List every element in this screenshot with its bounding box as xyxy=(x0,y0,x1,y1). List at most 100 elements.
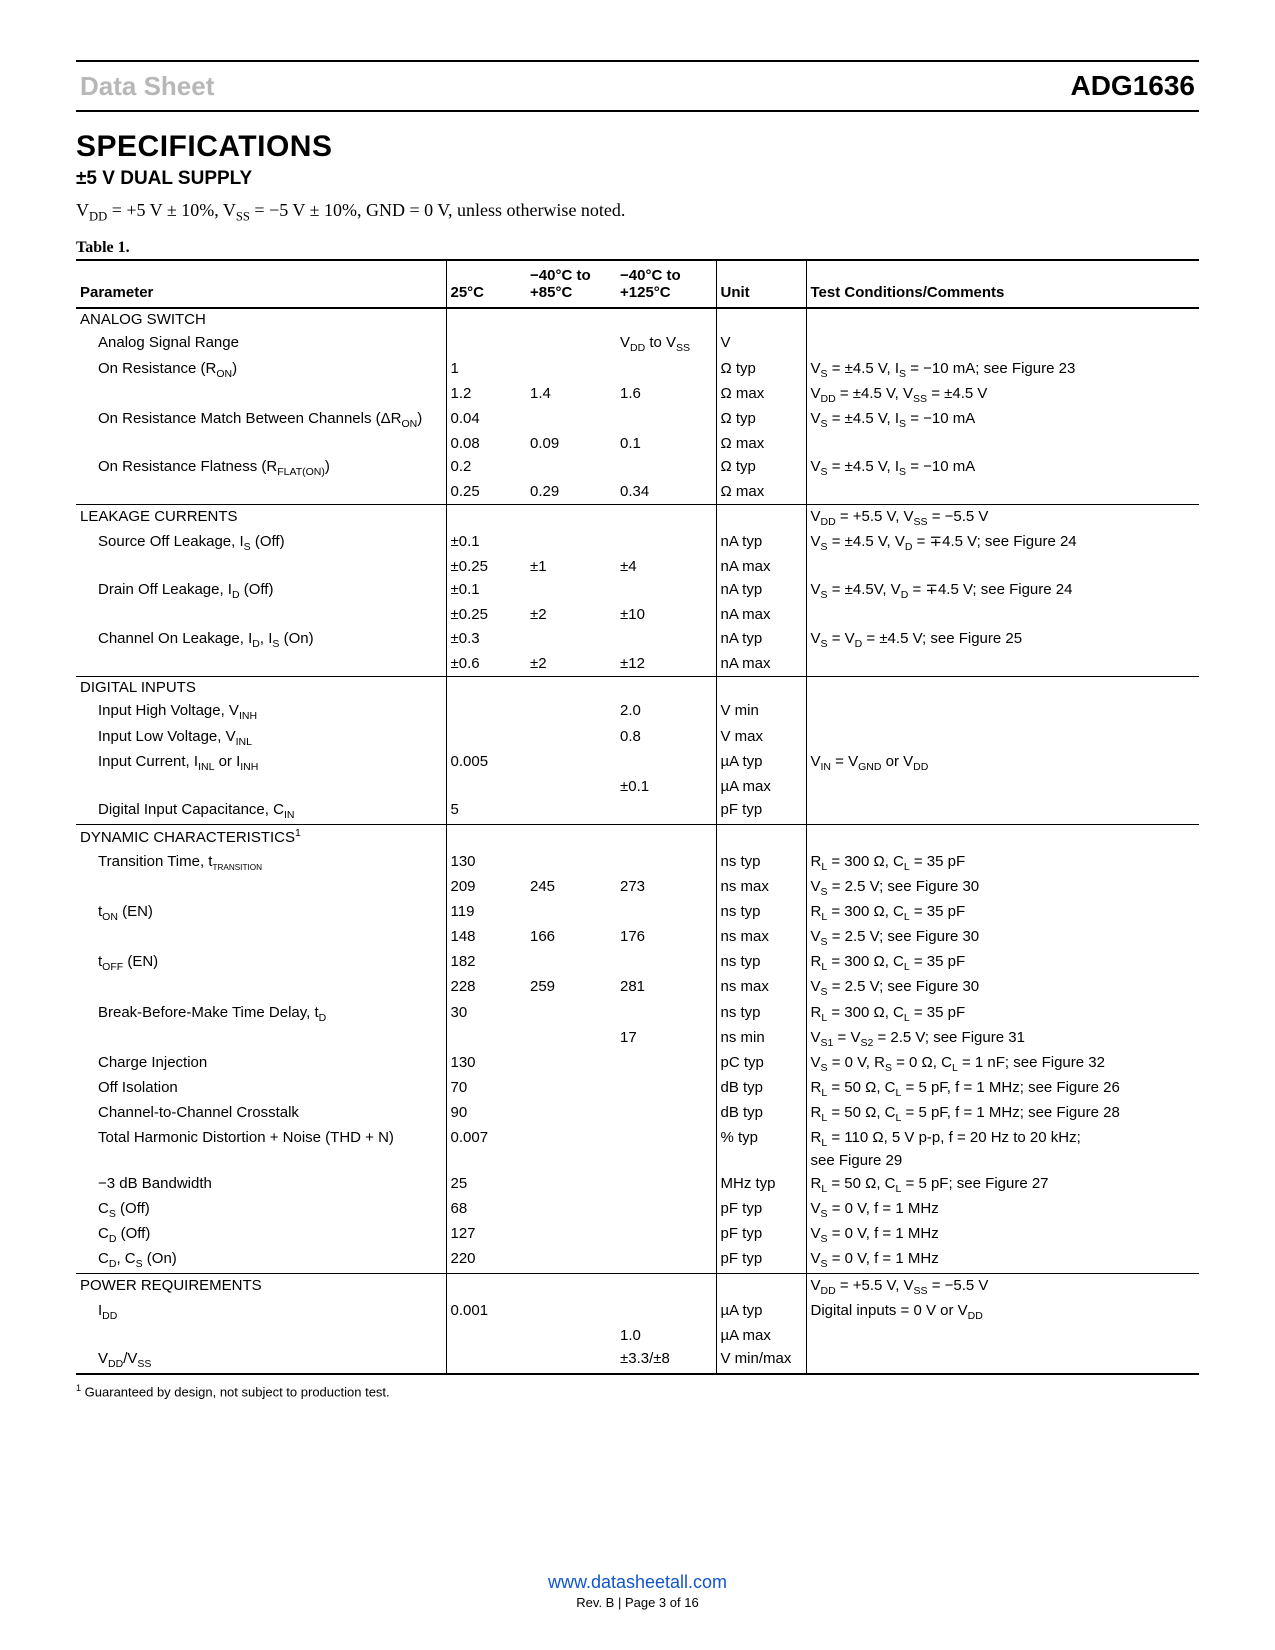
cell: CS (Off) xyxy=(76,1198,446,1223)
cell: ±0.25 xyxy=(446,556,526,579)
cell: ±2 xyxy=(526,652,616,676)
table-row: 1.21.41.6Ω maxVDD = ±4.5 V, VSS = ±4.5 V xyxy=(76,382,1199,407)
table-row: −3 dB Bandwidth25MHz typRL = 50 Ω, CL = … xyxy=(76,1172,1199,1197)
cell: 182 xyxy=(446,951,526,976)
cell xyxy=(526,505,616,531)
cell: 0.001 xyxy=(446,1299,526,1324)
cell: VS = 0 V, f = 1 MHz xyxy=(806,1248,1199,1274)
cell: 70 xyxy=(446,1077,526,1102)
cell xyxy=(76,775,446,798)
cell xyxy=(616,900,716,925)
cell: RL = 50 Ω, CL = 5 pF, f = 1 MHz; see Fig… xyxy=(806,1077,1199,1102)
cell xyxy=(76,382,446,407)
cell: ±0.6 xyxy=(446,652,526,676)
cell xyxy=(446,700,526,725)
cell xyxy=(806,725,1199,750)
table-row: On Resistance Match Between Channels (ΔR… xyxy=(76,407,1199,432)
cell: nA max xyxy=(716,556,806,579)
cell: VS = 2.5 V; see Figure 30 xyxy=(806,926,1199,951)
table-row: Channel On Leakage, ID, IS (On)±0.3nA ty… xyxy=(76,627,1199,652)
cell: Ω max xyxy=(716,433,806,456)
cell: On Resistance Match Between Channels (ΔR… xyxy=(76,407,446,432)
cell: tOFF (EN) xyxy=(76,951,446,976)
cell xyxy=(446,505,526,531)
cell: 0.04 xyxy=(446,407,526,432)
cell xyxy=(526,1102,616,1127)
cell xyxy=(446,308,526,332)
cell xyxy=(446,332,526,357)
cell xyxy=(526,824,616,850)
cell: ns typ xyxy=(716,1001,806,1026)
cell xyxy=(526,799,616,825)
table-row: 148166176ns maxVS = 2.5 V; see Figure 30 xyxy=(76,926,1199,951)
cell: RL = 50 Ω, CL = 5 pF, f = 1 MHz; see Fig… xyxy=(806,1102,1199,1127)
cell: RL = 110 Ω, 5 V p-p, f = 20 Hz to 20 kHz… xyxy=(806,1127,1199,1172)
cell xyxy=(76,976,446,1001)
table-row: ±0.6±2±12nA max xyxy=(76,652,1199,676)
cell: VS1 = VS2 = 2.5 V; see Figure 31 xyxy=(806,1026,1199,1051)
cell xyxy=(446,1026,526,1051)
cell xyxy=(446,1348,526,1374)
cell: 0.005 xyxy=(446,750,526,775)
cell: 1.0 xyxy=(616,1324,716,1347)
cell xyxy=(616,456,716,481)
cell xyxy=(616,1248,716,1274)
col-parameter: Parameter xyxy=(76,260,446,308)
cell xyxy=(806,332,1199,357)
cell xyxy=(446,676,526,700)
cell: 68 xyxy=(446,1198,526,1223)
footer-link[interactable]: www.datasheetall.com xyxy=(548,1572,727,1592)
cell xyxy=(806,481,1199,505)
cell: Ω typ xyxy=(716,357,806,382)
cell: ±1 xyxy=(526,556,616,579)
cell xyxy=(616,1223,716,1248)
cell xyxy=(76,926,446,951)
table-row: IDD0.001µA typDigital inputs = 0 V or VD… xyxy=(76,1299,1199,1324)
cell: Ω typ xyxy=(716,456,806,481)
cell: VS = 0 V, f = 1 MHz xyxy=(806,1223,1199,1248)
cell: ns typ xyxy=(716,850,806,875)
table-row: ±0.1µA max xyxy=(76,775,1199,798)
cell xyxy=(716,824,806,850)
cell: 0.007 xyxy=(446,1127,526,1172)
cell: ±10 xyxy=(616,604,716,627)
cell xyxy=(616,530,716,555)
cell xyxy=(76,875,446,900)
cell: POWER REQUIREMENTS xyxy=(76,1274,446,1300)
col-25c: 25°C xyxy=(446,260,526,308)
cell: % typ xyxy=(716,1127,806,1172)
table-row: Transition Time, tTRANSITION130ns typRL … xyxy=(76,850,1199,875)
cell: ±0.1 xyxy=(616,775,716,798)
footer-pageinfo: Rev. B | Page 3 of 16 xyxy=(0,1595,1275,1610)
col-85c: −40°C to+85°C xyxy=(526,260,616,308)
cell xyxy=(526,1348,616,1374)
table-caption: Table 1. xyxy=(76,239,1199,257)
table-row: Analog Signal RangeVDD to VSSV xyxy=(76,332,1199,357)
cell: 1.4 xyxy=(526,382,616,407)
table-row: CD (Off)127pF typVS = 0 V, f = 1 MHz xyxy=(76,1223,1199,1248)
cell: RL = 300 Ω, CL = 35 pF xyxy=(806,900,1199,925)
cell: 30 xyxy=(446,1001,526,1026)
cell: VS = ±4.5 V, IS = −10 mA xyxy=(806,407,1199,432)
cell: Source Off Leakage, IS (Off) xyxy=(76,530,446,555)
cell xyxy=(526,700,616,725)
cell xyxy=(806,556,1199,579)
cell xyxy=(76,556,446,579)
table-row: 1.0µA max xyxy=(76,1324,1199,1347)
table-row: 0.080.090.1Ω max xyxy=(76,433,1199,456)
table-row: tON (EN)119ns typRL = 300 Ω, CL = 35 pF xyxy=(76,900,1199,925)
page-footer: www.datasheetall.com Rev. B | Page 3 of … xyxy=(0,1572,1275,1610)
cell: ns max xyxy=(716,926,806,951)
cell: 281 xyxy=(616,976,716,1001)
cell: nA max xyxy=(716,604,806,627)
cell xyxy=(526,900,616,925)
cell: 1 xyxy=(446,357,526,382)
cell xyxy=(806,1348,1199,1374)
cell: 259 xyxy=(526,976,616,1001)
cell xyxy=(446,824,526,850)
cell: tON (EN) xyxy=(76,900,446,925)
table-header-row: Parameter 25°C −40°C to+85°C −40°C to+12… xyxy=(76,260,1199,308)
cell xyxy=(446,1324,526,1347)
cell xyxy=(526,308,616,332)
cell xyxy=(806,604,1199,627)
